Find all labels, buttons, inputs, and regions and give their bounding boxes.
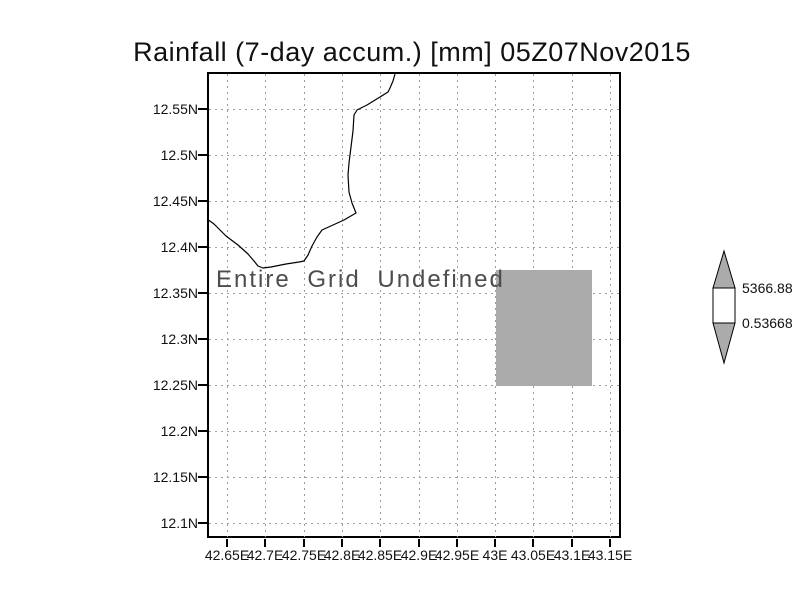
lat-gridline <box>209 522 620 524</box>
entire-grid-undefined-message: Entire Grid Undefined <box>216 266 505 293</box>
lon-tick-label: 43.05E <box>510 547 556 563</box>
lon-tick-mark <box>571 539 573 547</box>
lat-tick-label: 12.4N <box>160 239 198 255</box>
lon-tick-label: 43.1E <box>553 547 591 563</box>
colorbar-range-box <box>712 287 736 324</box>
lat-tick-label: 12.55N <box>152 101 198 117</box>
lat-tick-label: 12.5N <box>160 147 198 163</box>
lon-gridline <box>265 74 266 537</box>
lon-gridline <box>380 74 381 537</box>
lat-tick-mark <box>198 154 207 156</box>
lat-tick-mark <box>198 108 207 110</box>
lat-tick-label: 12.1N <box>160 515 198 531</box>
lon-tick-label: 43E <box>482 547 508 563</box>
lat-gridline <box>209 246 620 248</box>
lon-tick-label: 42.75E <box>281 547 327 563</box>
lat-gridline <box>209 430 620 432</box>
lat-tick-label: 12.15N <box>152 469 198 485</box>
lat-tick-mark <box>198 200 207 202</box>
lat-tick-label: 12.3N <box>160 331 198 347</box>
lon-tick-mark <box>456 539 458 547</box>
shaded-grid-cell <box>496 270 592 386</box>
lon-tick-mark <box>226 539 228 547</box>
colorbar-max-label: 5366.88 <box>742 280 792 296</box>
lon-tick-label: 43.15E <box>587 547 633 563</box>
lon-gridline <box>304 74 305 537</box>
lon-tick-mark <box>303 539 305 547</box>
lon-tick-label: 42.85E <box>357 547 403 563</box>
lon-tick-mark <box>341 539 343 547</box>
lon-tick-mark <box>494 539 496 547</box>
lat-tick-mark <box>198 476 207 478</box>
lat-tick-mark <box>198 292 207 294</box>
colorbar-lower-arrow <box>712 322 736 365</box>
lon-tick-label: 42.65E <box>204 547 250 563</box>
colorbar <box>712 249 736 365</box>
lon-gridline <box>457 74 458 537</box>
lon-tick-label: 42.8E <box>323 547 361 563</box>
lon-tick-label: 42.9E <box>400 547 438 563</box>
lat-tick-mark <box>198 338 207 340</box>
lat-gridline <box>209 338 620 340</box>
lat-tick-label: 12.45N <box>152 193 198 209</box>
lat-tick-mark <box>198 384 207 386</box>
lat-tick-mark <box>198 246 207 248</box>
lon-gridline <box>495 74 496 537</box>
lon-gridline <box>227 74 228 537</box>
colorbar-upper-arrow <box>712 249 736 289</box>
lat-tick-mark <box>198 430 207 432</box>
lon-gridline <box>342 74 343 537</box>
map-plot-area <box>207 72 621 538</box>
lon-gridline <box>419 74 420 537</box>
lat-gridline <box>209 292 620 294</box>
lat-tick-label: 12.35N <box>152 285 198 301</box>
lon-tick-mark <box>609 539 611 547</box>
lat-tick-label: 12.2N <box>160 423 198 439</box>
lat-tick-mark <box>198 522 207 524</box>
lon-tick-label: 42.7E <box>246 547 284 563</box>
lon-tick-label: 42.95E <box>434 547 480 563</box>
lon-tick-mark <box>418 539 420 547</box>
lon-tick-mark <box>379 539 381 547</box>
lat-gridline <box>209 154 620 156</box>
lon-gridline <box>610 74 611 537</box>
lat-gridline <box>209 200 620 202</box>
lat-tick-label: 12.25N <box>152 377 198 393</box>
lat-gridline <box>209 384 620 386</box>
lon-tick-mark <box>532 539 534 547</box>
lat-gridline <box>209 108 620 110</box>
lon-tick-mark <box>264 539 266 547</box>
colorbar-min-label: 0.536688 <box>742 315 792 331</box>
plot-title: Rainfall (7-day accum.) [mm] 05Z07Nov201… <box>133 37 691 67</box>
lat-gridline <box>209 476 620 478</box>
